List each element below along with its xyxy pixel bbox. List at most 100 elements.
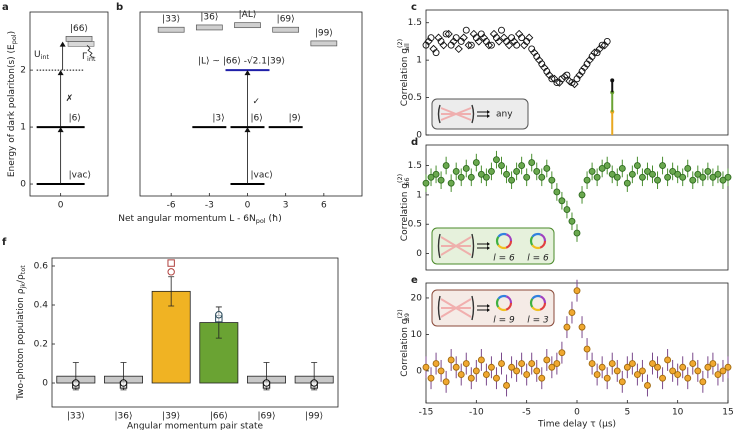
point <box>568 309 576 316</box>
point <box>664 356 672 364</box>
x-tick-label: 10 <box>672 408 684 418</box>
panel-letter: d <box>411 137 418 148</box>
point <box>724 173 732 181</box>
y-axis-label-part: Correlation g <box>400 319 410 377</box>
y-axis-label: Two-photon population ρjk/ρtot <box>16 265 28 401</box>
point <box>509 37 519 46</box>
point <box>513 167 521 175</box>
marker <box>167 268 175 276</box>
point <box>558 197 566 205</box>
mode-ring <box>529 294 547 312</box>
point <box>679 363 687 371</box>
inset-box <box>431 227 555 265</box>
point <box>593 371 601 379</box>
blocked-mark: ✗ <box>66 94 74 104</box>
point <box>590 48 599 57</box>
cavity-beam <box>440 298 472 318</box>
y-tick-label: 0.6 <box>34 261 49 271</box>
point <box>623 363 631 371</box>
y-tick-label: 0 <box>20 180 26 190</box>
point <box>545 70 554 80</box>
mode-ring <box>529 294 547 312</box>
point <box>540 63 549 72</box>
y-axis-label-part: Correlation g <box>400 183 410 241</box>
point <box>588 167 596 175</box>
interaction-label-part: int <box>41 53 50 61</box>
point <box>538 173 546 181</box>
y-tick-label: 0 <box>416 249 422 259</box>
point <box>518 162 526 169</box>
x-tick-label: |39⟩ <box>162 412 180 422</box>
point <box>535 56 544 65</box>
point <box>563 206 571 214</box>
cavity-beam <box>440 107 472 121</box>
y-tick-label: 1.5 <box>408 161 422 171</box>
point <box>467 41 475 49</box>
y-tick-label: 1 <box>20 123 26 133</box>
x-axis-label-part: (ħ) <box>266 214 282 224</box>
axes-frame <box>29 11 109 197</box>
point <box>472 367 480 375</box>
y-axis-label-part: (2) <box>396 174 404 183</box>
point <box>432 170 440 178</box>
point <box>499 33 509 42</box>
y-tick-label: 10 <box>411 330 423 340</box>
mode-ring <box>529 232 547 250</box>
marker <box>262 379 271 387</box>
point <box>563 323 571 331</box>
x-tick-label: -6 <box>167 201 176 211</box>
axes-frame <box>425 9 729 136</box>
point <box>684 374 692 382</box>
point <box>548 363 556 371</box>
point <box>618 378 626 386</box>
marker <box>167 259 175 267</box>
x-tick-label: |33⟩ <box>67 412 85 422</box>
point <box>477 30 485 38</box>
point <box>437 37 445 45</box>
point <box>508 34 516 42</box>
state-label: |66⟩ <box>70 24 88 34</box>
point <box>608 360 616 368</box>
level-label: |vac⟩ <box>251 171 273 181</box>
y-tick-label: 20 <box>411 293 423 303</box>
point <box>482 173 490 181</box>
x-axis-label: Net angular momentum L - 6Npol (ħ) <box>118 214 282 226</box>
point <box>513 41 521 49</box>
level-label: |6⟩ <box>251 114 263 124</box>
point <box>513 367 521 375</box>
error-bar <box>168 276 175 307</box>
point <box>498 162 505 169</box>
point <box>603 374 611 382</box>
point <box>613 173 621 181</box>
point <box>603 162 611 169</box>
point <box>644 167 651 175</box>
x-tick-label: 15 <box>722 408 733 418</box>
marker <box>215 311 223 319</box>
x-tick-label: |36⟩ <box>115 412 133 422</box>
point <box>533 52 541 60</box>
x-tick-label: -10 <box>469 408 484 418</box>
point <box>618 165 626 172</box>
y-axis-label-part: pol <box>10 34 18 44</box>
mode-ring <box>495 294 513 312</box>
y-axis-label-part: tot <box>19 265 27 275</box>
point <box>543 67 551 75</box>
point <box>575 70 584 80</box>
point <box>694 170 702 178</box>
marker <box>310 379 318 387</box>
point <box>525 33 534 42</box>
point <box>487 363 495 371</box>
point <box>538 60 546 68</box>
point <box>623 179 631 187</box>
point <box>530 48 539 57</box>
inset-label: l = 3 <box>527 316 549 326</box>
point <box>633 162 641 169</box>
point <box>528 159 536 167</box>
point <box>533 367 541 375</box>
state-box <box>272 26 300 33</box>
point <box>704 363 712 371</box>
point <box>503 382 510 389</box>
point <box>689 176 697 184</box>
x-tick-label: 5 <box>624 408 630 418</box>
point <box>484 41 494 50</box>
